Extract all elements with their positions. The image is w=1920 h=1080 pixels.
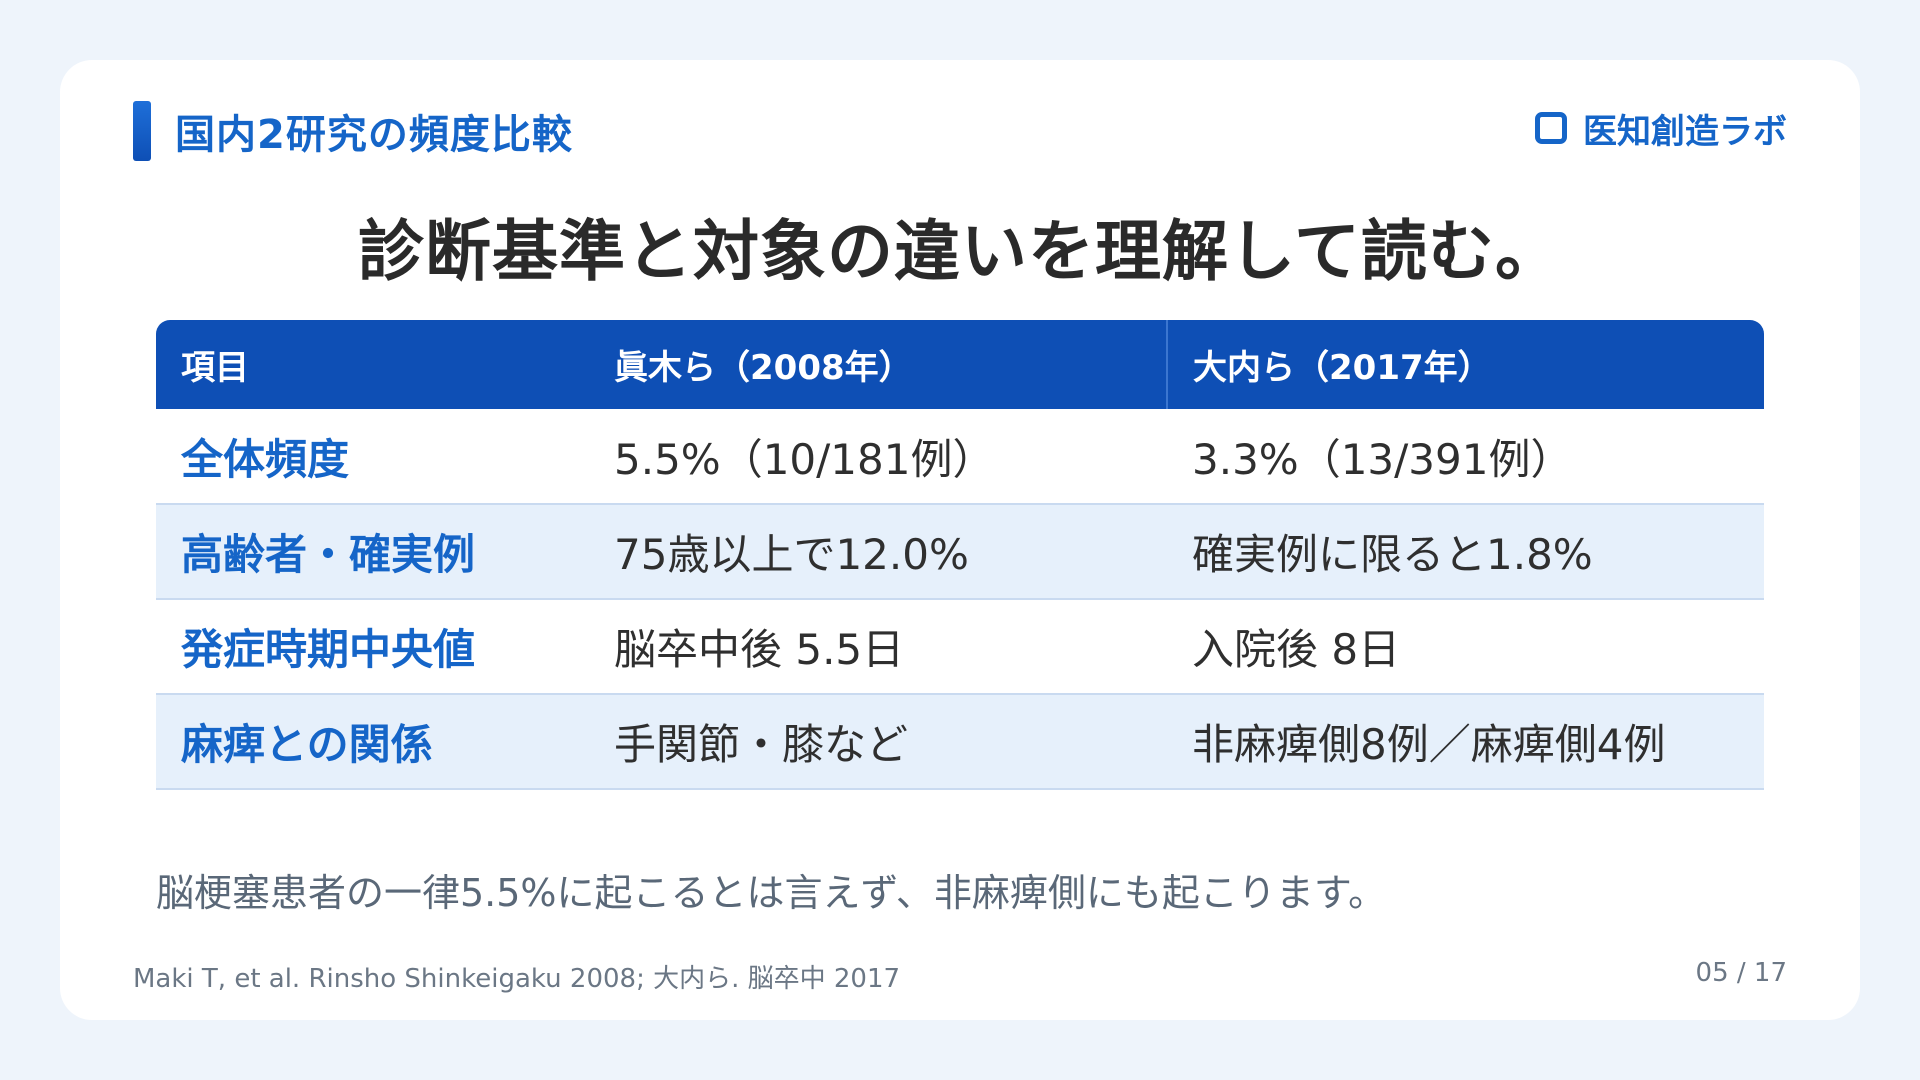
row-label: 麻痺との関係 [181,720,433,769]
row-label: 全体頻度 [181,434,350,484]
header-item: 項目 [181,348,249,388]
comparison-table: 項目 眞木ら（2008年） 大内ら（2017年） 全体頻度 5.5%（10/18… [156,320,1764,790]
cell-ouchi: 非麻痺側8例／麻痺側4例 [1192,720,1666,769]
rounded-square-icon [1535,112,1567,144]
slide-card: 国内2研究の頻度比較 医知創造ラボ 診断基準と対象の違いを理解して読む。 項目 … [60,60,1860,1020]
table-header-row: 項目 眞木ら（2008年） 大内ら（2017年） [156,320,1764,409]
row-label: 高齢者・確実例 [181,530,476,579]
brand-label: 医知創造ラボ [1583,111,1787,152]
table-row: 麻痺との関係 手関節・膝など 非麻痺側8例／麻痺側4例 [156,694,1764,789]
cell-maki: 5.5%（10/181例） [614,434,995,484]
table-row: 発症時期中央値 脳卒中後 5.5日 入院後 8日 [156,599,1764,694]
page-number: 05 / 17 [1695,958,1787,988]
table-row: 高齢者・確実例 75歳以上で12.0% 確実例に限ると1.8% [156,504,1764,599]
headline: 診断基準と対象の違いを理解して読む。 [357,213,1563,290]
summary-note: 脳梗塞患者の一律5.5%に起こるとは言えず、非麻痺側にも起こります。 [156,871,1387,915]
footer-reference: Maki T, et al. Rinsho Shinkeigaku 2008; … [133,964,901,994]
section-label: 国内2研究の頻度比較 [175,112,573,158]
cell-ouchi: 確実例に限ると1.8% [1192,530,1593,579]
cell-maki: 脳卒中後 5.5日 [614,625,905,674]
cell-maki: 75歳以上で12.0% [614,530,969,579]
section-accent-bar [133,101,151,161]
cell-maki: 手関節・膝など [614,720,909,769]
header-ouchi-2017: 大内ら（2017年） [1166,320,1764,409]
table-row: 全体頻度 5.5%（10/181例） 3.3%（13/391例） [156,409,1764,504]
cell-ouchi: 入院後 8日 [1192,625,1401,674]
cell-ouchi: 3.3%（13/391例） [1192,434,1573,484]
brand-logo: 医知創造ラボ [1535,104,1787,152]
header-maki-2008: 眞木ら（2008年） [614,348,913,388]
section-tag: 国内2研究の頻度比較 [133,101,573,161]
row-label: 発症時期中央値 [181,625,476,674]
